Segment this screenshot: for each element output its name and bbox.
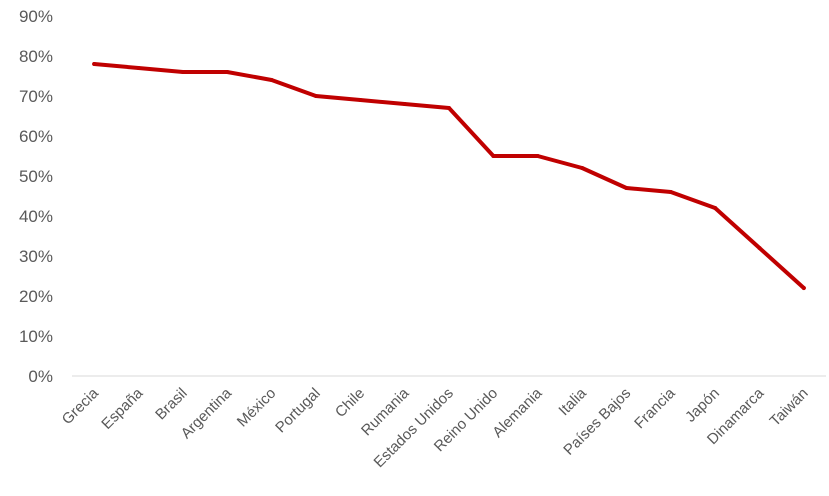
data-point	[668, 190, 673, 194]
data-point	[358, 98, 363, 102]
y-axis-tick-labels: 0% 10% 20% 30% 40% 50% 60% 70% 80% 90%	[19, 7, 53, 386]
y-tick-label: 10%	[19, 327, 53, 346]
x-tick-label: España	[98, 384, 146, 432]
data-point	[269, 78, 274, 82]
x-tick-label: Grecia	[59, 384, 103, 428]
x-tick-label: Japón	[682, 385, 723, 426]
data-point	[801, 286, 806, 290]
x-tick-label: Alemania	[489, 384, 546, 441]
y-tick-label: 40%	[19, 207, 53, 226]
data-point	[713, 206, 718, 210]
y-tick-label: 90%	[19, 7, 53, 26]
data-point	[491, 154, 496, 158]
y-tick-label: 70%	[19, 87, 53, 106]
x-tick-label: Chile	[332, 385, 368, 421]
x-tick-label: Taiwán	[767, 385, 812, 430]
x-tick-label: Francia	[631, 384, 679, 432]
y-tick-label: 30%	[19, 247, 53, 266]
y-tick-label: 60%	[19, 127, 53, 146]
data-points	[92, 62, 806, 290]
data-point	[92, 62, 97, 66]
series-line	[92, 62, 806, 290]
x-tick-label: Brasil	[152, 385, 191, 424]
data-point	[180, 70, 185, 74]
data-point	[313, 94, 318, 98]
data-point	[580, 166, 585, 170]
data-point	[624, 186, 629, 190]
data-point	[535, 154, 540, 158]
data-point	[447, 106, 451, 110]
y-tick-label: 80%	[19, 47, 53, 66]
y-tick-label: 20%	[19, 287, 53, 306]
x-tick-label: Estados Unidos	[371, 385, 457, 471]
y-tick-label: 0%	[28, 367, 53, 386]
y-tick-label: 50%	[19, 167, 53, 186]
data-point	[402, 102, 407, 106]
data-point	[757, 246, 762, 250]
data-point	[225, 70, 230, 74]
x-tick-label: Italia	[555, 384, 590, 419]
x-tick-label: Portugal	[272, 385, 324, 437]
data-point	[136, 66, 141, 70]
